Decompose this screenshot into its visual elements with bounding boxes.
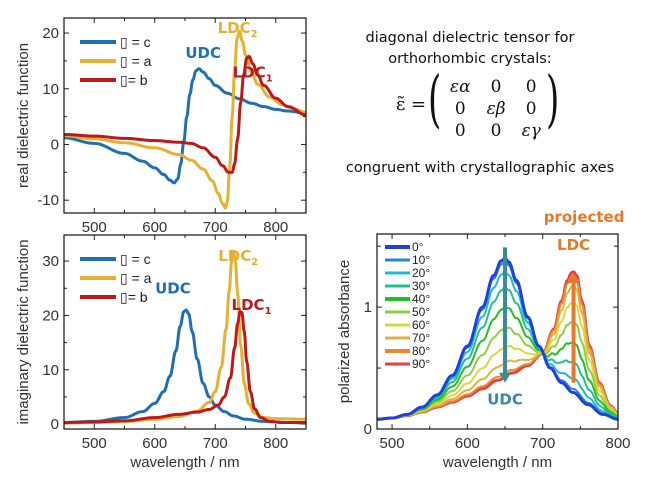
x-axis-label: wavelength / nm <box>442 454 552 471</box>
y-tick-label: -10 <box>37 192 59 209</box>
plot-area <box>64 29 306 210</box>
x-tick-label: 800 <box>263 219 288 236</box>
tensor-caption-line1: diagonal dielectric tensor for <box>365 30 575 46</box>
x-tick-label: 800 <box>263 435 288 452</box>
chart-absorbance: 500 600 700 800 0 1 polarized absorbance wavele… <box>336 208 631 471</box>
annotation-subscript: 1 <box>265 306 272 317</box>
plot-area <box>64 249 306 425</box>
x-tick-label: 700 <box>203 435 228 452</box>
series-line-c <box>64 308 306 425</box>
legend-label: 90° <box>412 357 430 371</box>
matrix-cell: 0 <box>490 121 502 141</box>
y-tick-label: 20 <box>42 25 59 42</box>
matrix-cell: 0 <box>454 121 466 141</box>
matrix-cell: 0 <box>525 99 537 119</box>
legend-label: ▯= b <box>120 72 148 88</box>
plot-frame <box>63 17 307 214</box>
annotation-subscript: 2 <box>251 257 258 268</box>
chart-imag: 500 600 700 800 0 10 20 30 imaginary dielectric … <box>15 234 307 471</box>
tensor-lhs: ε̃ = <box>396 94 427 115</box>
plot-frame <box>376 233 619 430</box>
legend-label: 0° <box>412 240 424 254</box>
annotation-label: LDC1 <box>232 296 272 317</box>
y-axis-label: imaginary dielectric function <box>15 239 32 424</box>
legend-label: ▯ = c <box>120 34 151 50</box>
x-tick-label: 700 <box>203 219 228 236</box>
annotation-label: LDC2 <box>218 19 258 40</box>
tensor-footer: congruent with crystallographic axes <box>345 160 615 176</box>
legend-label: ▯ = c <box>120 251 151 267</box>
matrix-cell: 0 <box>490 77 502 97</box>
x-tick-label: 600 <box>142 219 167 236</box>
y-tick-label: 20 <box>42 307 59 324</box>
y-axis-label: polarized absorbance <box>336 260 353 403</box>
legend-label: 20° <box>412 266 430 280</box>
x-tick-label: 600 <box>455 435 480 452</box>
annotation-label: UDC <box>487 391 523 409</box>
y-tick-label: 0 <box>51 416 59 433</box>
annotation-subscript: 1 <box>266 74 273 85</box>
series-line-c <box>64 67 306 185</box>
matrix-cell: 0 <box>525 77 537 97</box>
annotation-label: LDC <box>557 236 590 254</box>
legend-label: 70° <box>412 331 430 345</box>
tensor-caption-line2: orthorhombic crystals: <box>388 51 552 67</box>
matrix-cell: εβ <box>486 99 506 119</box>
legend-label: 40° <box>412 292 430 306</box>
series-line-a <box>64 29 306 210</box>
legend-label: 60° <box>412 318 430 332</box>
series-line-b <box>64 54 306 174</box>
x-tick-label: 500 <box>380 435 405 452</box>
annotation-label: UDC <box>185 44 221 62</box>
arrow-head <box>567 273 580 283</box>
y-tick-label: 0 <box>51 136 59 153</box>
legend-label: 50° <box>412 305 430 319</box>
x-tick-label: 500 <box>82 435 107 452</box>
chart-real: 500 600 700 800 -10 0 10 20 real dielectric func… <box>15 17 307 236</box>
annotation-subscript: 2 <box>251 29 258 40</box>
annotation-label: UDC <box>155 280 191 298</box>
matrix-cell: εα <box>450 77 471 97</box>
legend-label: ▯ = a <box>120 53 152 69</box>
x-tick-label: 600 <box>142 435 167 452</box>
series-line-b <box>64 310 306 424</box>
matrix-cell: εγ <box>521 121 541 141</box>
y-tick-label: 1 <box>364 299 372 316</box>
annotation-label: LDC2 <box>218 247 258 268</box>
matrix-cell: 0 <box>454 99 466 119</box>
x-axis-label: wavelength / nm <box>129 454 239 471</box>
matrix-right-paren: ) <box>546 62 560 135</box>
y-tick-label: 10 <box>42 362 59 379</box>
legend-label: ▯ = a <box>120 270 152 286</box>
legend-label: 80° <box>412 344 430 358</box>
legend-label: 30° <box>412 279 430 293</box>
x-tick-label: 700 <box>530 435 555 452</box>
plot-frame <box>63 234 307 430</box>
arrow-head <box>499 372 512 383</box>
annotation-label: projected <box>544 208 625 226</box>
annotation-label: LDC1 <box>233 64 273 85</box>
x-tick-label: 500 <box>82 219 107 236</box>
y-tick-label: 10 <box>42 81 59 98</box>
y-tick-label: 0 <box>364 421 372 438</box>
legend-label: 10° <box>412 253 430 267</box>
legend-label: ▯= b <box>120 289 148 305</box>
plot-area <box>377 247 618 421</box>
y-tick-label: 30 <box>42 253 59 270</box>
series-line-0deg <box>377 256 618 421</box>
y-axis-label: real dielectric function <box>15 43 32 188</box>
tensor-matrix: εα 0 0 0 εβ 0 0 0 εγ <box>442 76 549 142</box>
matrix-left-paren: ( <box>428 62 442 135</box>
x-tick-label: 800 <box>605 435 630 452</box>
